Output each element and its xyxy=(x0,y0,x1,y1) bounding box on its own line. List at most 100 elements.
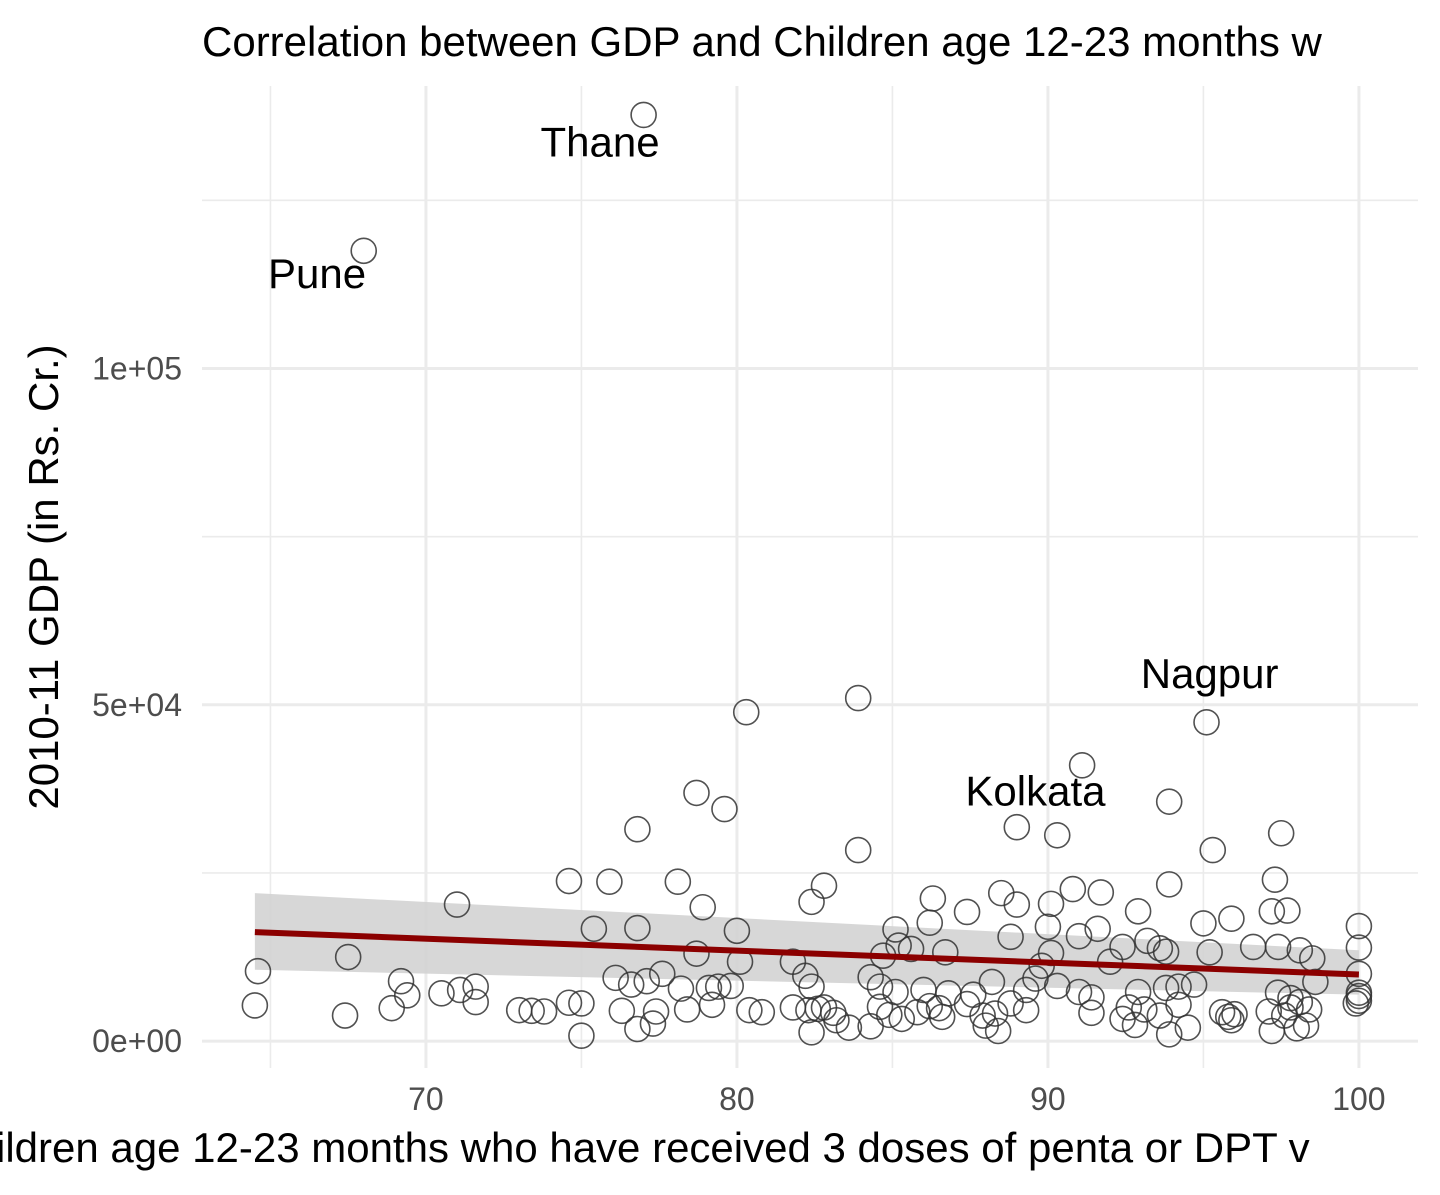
data-point xyxy=(624,914,651,942)
data-point xyxy=(919,885,947,912)
data-point xyxy=(1196,939,1223,966)
data-point xyxy=(1043,821,1071,849)
data-point xyxy=(393,982,421,1009)
data-point xyxy=(1121,1011,1149,1039)
data-point xyxy=(1180,971,1208,998)
data-point xyxy=(608,997,636,1025)
confidence-band xyxy=(254,893,1359,995)
data-point xyxy=(1115,994,1143,1021)
data-point xyxy=(378,994,406,1022)
data-point xyxy=(1084,915,1111,943)
data-point xyxy=(953,990,981,1018)
data-point xyxy=(1214,1003,1242,1031)
data-point xyxy=(1286,988,1314,1016)
data-point xyxy=(969,1002,996,1029)
data-point xyxy=(1218,905,1245,932)
data-point xyxy=(673,996,701,1023)
data-point xyxy=(1146,934,1174,962)
data-point xyxy=(580,915,608,943)
data-point xyxy=(428,980,455,1007)
data-point xyxy=(1078,984,1105,1011)
data-point xyxy=(1124,897,1152,925)
data-point xyxy=(1146,1002,1174,1029)
data-point xyxy=(1345,912,1373,940)
data-point xyxy=(987,879,1015,907)
data-point xyxy=(1155,1021,1183,1048)
data-point xyxy=(925,994,953,1022)
data-point xyxy=(931,939,959,966)
data-point xyxy=(736,996,763,1024)
data-point xyxy=(1068,752,1096,779)
data-point xyxy=(1283,1015,1311,1042)
data-point xyxy=(1208,998,1236,1026)
x-tick-label: 90 xyxy=(1030,1081,1066,1117)
data-point xyxy=(1165,991,1192,1019)
data-point xyxy=(844,836,872,864)
data-point xyxy=(683,940,710,967)
data-point xyxy=(1221,1000,1248,1028)
y-axis-title: 2010-11 GDP (in Rs. Cr.) xyxy=(20,344,67,809)
data-point xyxy=(1078,999,1105,1027)
point-label: Kolkata xyxy=(965,768,1106,815)
data-point xyxy=(1345,987,1373,1015)
trend-line-path xyxy=(254,929,1360,978)
data-point xyxy=(1037,890,1065,918)
data-point xyxy=(748,998,776,1026)
data-point xyxy=(568,1022,595,1050)
data-point xyxy=(617,971,645,998)
data-point xyxy=(897,935,925,963)
data-point xyxy=(648,960,676,988)
data-point xyxy=(1258,897,1286,925)
data-point xyxy=(530,998,558,1025)
data-point xyxy=(798,973,825,1000)
data-point xyxy=(1065,978,1093,1006)
y-axis-ticks: 0e+00 5e+04 1e+05 xyxy=(92,350,182,1059)
data-point xyxy=(1012,996,1040,1024)
data-point xyxy=(624,815,651,843)
data-point xyxy=(1034,913,1062,941)
x-axis-ticks: 70 80 90 100 xyxy=(408,1081,1385,1117)
data-point xyxy=(1345,934,1373,961)
data-point xyxy=(698,991,726,1019)
data-point xyxy=(1261,866,1289,893)
data-point xyxy=(350,237,378,265)
data-point xyxy=(1155,871,1183,898)
data-point xyxy=(683,779,710,807)
point-label: Pune xyxy=(268,250,366,297)
data-point xyxy=(916,909,944,937)
point-label: Nagpur xyxy=(1141,650,1279,697)
data-point xyxy=(1124,978,1152,1006)
data-point xyxy=(1267,819,1295,847)
data-point xyxy=(1003,891,1031,918)
data-point xyxy=(555,867,583,895)
data-point xyxy=(1295,996,1323,1023)
data-point xyxy=(1155,788,1183,815)
data-point xyxy=(642,998,670,1025)
data-point xyxy=(997,990,1024,1017)
data-point xyxy=(689,893,717,921)
data-point xyxy=(387,967,415,995)
data-point xyxy=(844,684,872,712)
data-point xyxy=(1190,910,1217,937)
data-point xyxy=(984,1017,1012,1045)
data-point xyxy=(518,997,545,1025)
data-point xyxy=(639,1010,667,1037)
chart-title: Correlation between GDP and Children age… xyxy=(202,18,1323,65)
x-tick-label: 70 xyxy=(408,1081,444,1117)
data-point xyxy=(981,1000,1009,1027)
data-point xyxy=(1131,996,1158,1023)
x-tick-label: 100 xyxy=(1332,1081,1385,1117)
data-point xyxy=(462,973,489,1000)
data-point xyxy=(1342,990,1370,1017)
data-point xyxy=(602,964,629,992)
y-tick-label: 0e+00 xyxy=(92,1023,182,1059)
data-point xyxy=(1255,998,1283,1025)
data-point xyxy=(810,872,838,900)
data-point xyxy=(568,990,595,1017)
data-point xyxy=(1087,879,1115,906)
point-labels: Thane Pune Nagpur Kolkata xyxy=(268,119,1278,815)
data-point xyxy=(462,988,489,1016)
data-point xyxy=(953,898,981,926)
data-point xyxy=(1274,897,1301,924)
